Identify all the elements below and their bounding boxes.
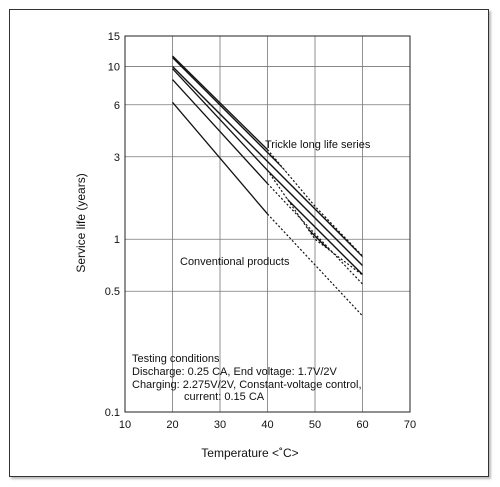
hatch-line [347, 55, 363, 276]
series-lines [172, 55, 363, 317]
hatch-line [465, 26, 500, 446]
conventional_lower-dotted-line [267, 213, 363, 317]
x-tick-labels: 10 20 30 40 50 60 70 [119, 419, 416, 431]
testing-conditions-discharge: Discharge: 0.25 CA, End voltage: 1.7V/2V [132, 366, 338, 378]
y-tick-label-15: 15 [108, 31, 120, 43]
hatch-line [492, 26, 500, 446]
hatch-line [172, 55, 363, 276]
chart-frame [9, 9, 489, 477]
y-tick-label-0.5: 0.5 [105, 286, 120, 298]
plot-border [124, 35, 411, 413]
x-tick-label-60: 60 [356, 419, 368, 431]
hatch-line [402, 26, 500, 446]
plot-area-border [124, 35, 411, 413]
hatch-line [366, 26, 500, 446]
x-tick-label-50: 50 [309, 419, 321, 431]
hatch-line [447, 26, 500, 446]
trickle_upper-dotted-line [267, 149, 363, 257]
trickle_lower-solid-line [172, 68, 268, 171]
conventional-products-label: Conventional products [180, 256, 290, 268]
y-tick-label-1: 1 [114, 234, 120, 246]
hatch-line [438, 26, 500, 446]
x-tick-label-40: 40 [261, 419, 273, 431]
hatch-line [483, 26, 500, 446]
hatch-line [375, 26, 500, 446]
x-tick-label-10: 10 [119, 419, 131, 431]
y-tick-labels: 15 10 6 3 1 0.5 0.1 [105, 31, 120, 419]
x-tick-label-70: 70 [404, 419, 416, 431]
testing-conditions-current: current: 0.15 CA [184, 391, 265, 403]
hatch-line [338, 55, 363, 276]
conventional_lower-solid-line [172, 101, 268, 215]
conventional_upper-dotted-line [267, 183, 363, 285]
testing-conditions-title: Testing conditions [132, 353, 220, 365]
hatch-line [456, 26, 500, 446]
y-tick-label-6: 6 [114, 100, 120, 112]
y-tick-label-3: 3 [114, 152, 120, 164]
hatch-line [356, 55, 363, 276]
y-tick-label-0.1: 0.1 [105, 407, 120, 419]
x-tick-label-30: 30 [214, 419, 226, 431]
x-axis-label: Temperature <˚C> [201, 446, 298, 460]
trickle_upper-solid-line [172, 55, 268, 151]
conventional_upper-solid-line [172, 79, 268, 184]
hatch-line [474, 26, 500, 446]
y-axis-label: Service life (years) [74, 173, 88, 272]
hatch-line [420, 26, 500, 446]
trickle-series-label: Trickle long life series [265, 139, 371, 151]
y-tick-label-10: 10 [108, 61, 120, 73]
hatch-line [411, 26, 500, 446]
x-tick-label-20: 20 [166, 419, 178, 431]
hatch-line [384, 26, 500, 446]
testing-conditions-charging: Charging: 2.275V/2V, Constant-voltage co… [132, 379, 362, 391]
hatch-line [393, 26, 500, 446]
hatch-line [429, 26, 500, 446]
